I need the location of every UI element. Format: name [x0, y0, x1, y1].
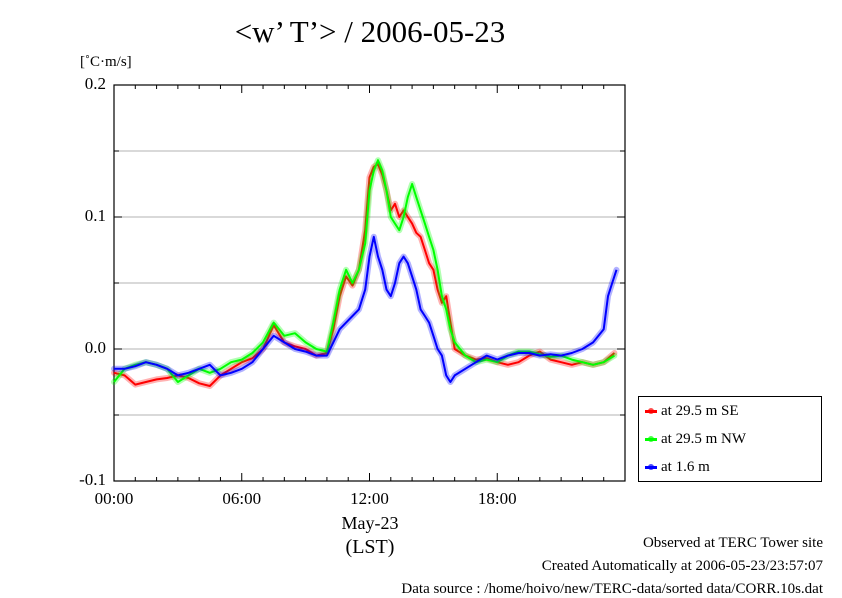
y-tick-label: 0.0: [84, 338, 106, 357]
y-tick-label: 0.1: [84, 206, 106, 225]
chart-title: <w’ T’> / 2006-05-23: [234, 14, 506, 49]
legend-entry: at 1.6 m: [645, 457, 710, 477]
series-line-halo: [111, 233, 620, 385]
legend-label: at 29.5 m SE: [661, 402, 739, 419]
legend-swatch: [645, 463, 657, 470]
x-tick-label: 06:00: [222, 489, 262, 508]
x-tick-label: 18:00: [477, 489, 517, 508]
legend-label: at 29.5 m NW: [661, 430, 746, 447]
date-label: May-23: [341, 513, 399, 533]
legend: at 29.5 m SE at 29.5 m NW at 1.6 m: [638, 396, 822, 482]
footer-site: Observed at TERC Tower site: [642, 535, 823, 551]
y-axis-unit-label: [˚C·m/s]: [80, 54, 132, 70]
legend-label: at 1.6 m: [661, 458, 710, 475]
y-tick-label: -0.1: [79, 470, 106, 489]
y-tick-label: 0.2: [84, 74, 106, 93]
legend-entry: at 29.5 m NW: [645, 429, 746, 449]
x-axis-label: (LST): [345, 536, 395, 558]
legend-swatch: [645, 435, 657, 442]
footer-source: Data source : /home/hoivo/new/TERC-data/…: [401, 581, 823, 597]
footer-created: Created Automatically at 2006-05-23/23:5…: [541, 558, 823, 574]
legend-entry: at 29.5 m SE: [645, 401, 739, 421]
x-tick-label: 00:00: [94, 489, 134, 508]
series-line: [114, 235, 618, 383]
legend-swatch: [645, 407, 657, 414]
x-tick-label: 12:00: [350, 489, 389, 508]
